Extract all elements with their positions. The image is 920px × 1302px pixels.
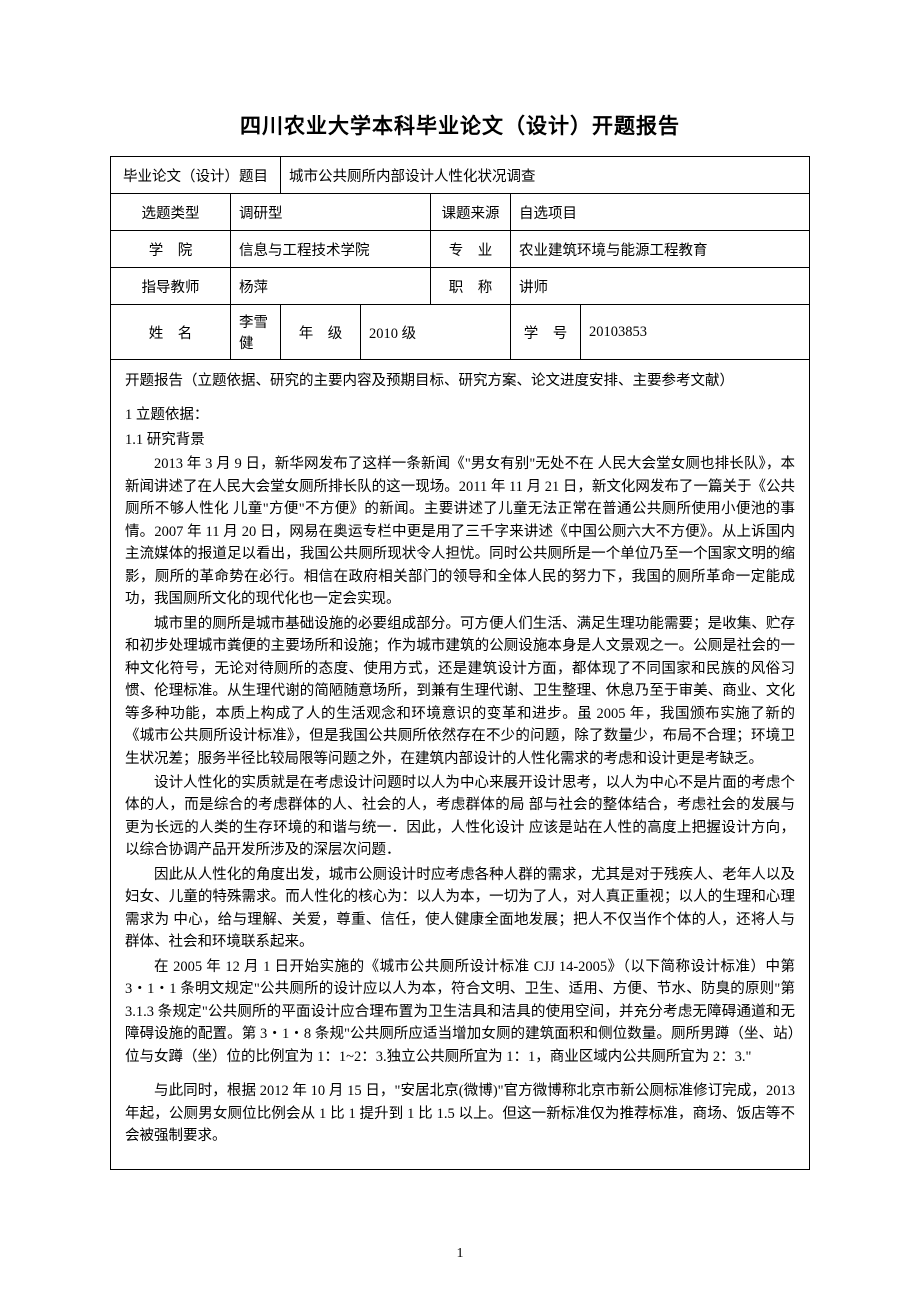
thesis-title-label: 毕业论文（设计）题目	[111, 157, 281, 194]
meta-table: 毕业论文（设计）题目 城市公共厕所内部设计人性化状况调查 选题类型 调研型 课题…	[110, 156, 810, 1170]
body-intro: 开题报告（立题依据、研究的主要内容及预期目标、研究方案、论文进度安排、主要参考文…	[125, 370, 795, 392]
college-value: 信息与工程技术学院	[231, 231, 431, 268]
topic-type-label: 选题类型	[111, 194, 231, 231]
row-topic-source: 选题类型 调研型 课题来源 自选项目	[111, 194, 810, 231]
sid-label: 学 号	[511, 305, 581, 360]
jobtitle-value: 讲师	[511, 268, 810, 305]
row-name-grade-sid: 姓 名 李雪健 年 级 2010 级 学 号 20103853	[111, 305, 810, 360]
grade-label: 年 级	[281, 305, 361, 360]
para-4: 因此从人性化的角度出发，城市公厕设计时应考虑各种人群的需求，尤其是对于残疾人、老…	[125, 864, 795, 954]
name-value: 李雪健	[231, 305, 281, 360]
row-body: 开题报告（立题依据、研究的主要内容及预期目标、研究方案、论文进度安排、主要参考文…	[111, 360, 810, 1170]
grade-value: 2010 级	[361, 305, 511, 360]
college-label: 学 院	[111, 231, 231, 268]
body-content: 开题报告（立题依据、研究的主要内容及预期目标、研究方案、论文进度安排、主要参考文…	[125, 370, 795, 1147]
para-3: 设计人性化的实质就是在考虑设计问题时以人为中心来展开设计思考，以人为中心不是片面…	[125, 772, 795, 862]
page-title: 四川农业大学本科毕业论文（设计）开题报告	[110, 110, 810, 140]
para-5: 在 2005 年 12 月 1 日开始实施的《城市公共厕所设计标准 CJJ 14…	[125, 956, 795, 1068]
major-label: 专 业	[431, 231, 511, 268]
major-value: 农业建筑环境与能源工程教育	[511, 231, 810, 268]
spacer	[125, 394, 795, 404]
page-number: 1	[0, 1246, 920, 1262]
row-college-major: 学 院 信息与工程技术学院 专 业 农业建筑环境与能源工程教育	[111, 231, 810, 268]
heading-1: 1 立题依据：	[125, 404, 795, 426]
thesis-title-value: 城市公共厕所内部设计人性化状况调查	[281, 157, 810, 194]
spacer	[125, 1070, 795, 1080]
para-2: 城市里的厕所是城市基础设施的必要组成部分。可方便人们生活、满足生理功能需要；是收…	[125, 613, 795, 770]
heading-1-1: 1.1 研究背景	[125, 429, 795, 451]
page-container: 四川农业大学本科毕业论文（设计）开题报告 毕业论文（设计）题目 城市公共厕所内部…	[0, 0, 920, 1302]
sid-value: 20103853	[581, 305, 810, 360]
advisor-label: 指导教师	[111, 268, 231, 305]
row-advisor-title: 指导教师 杨萍 职 称 讲师	[111, 268, 810, 305]
name-label: 姓 名	[111, 305, 231, 360]
jobtitle-label: 职 称	[431, 268, 511, 305]
para-1: 2013 年 3 月 9 日，新华网发布了这样一条新闻《"男女有别"无处不在 人…	[125, 453, 795, 610]
source-value: 自选项目	[511, 194, 810, 231]
row-thesis-title: 毕业论文（设计）题目 城市公共厕所内部设计人性化状况调查	[111, 157, 810, 194]
body-cell: 开题报告（立题依据、研究的主要内容及预期目标、研究方案、论文进度安排、主要参考文…	[111, 360, 810, 1170]
source-label: 课题来源	[431, 194, 511, 231]
topic-type-value: 调研型	[231, 194, 431, 231]
advisor-value: 杨萍	[231, 268, 431, 305]
para-6: 与此同时，根据 2012 年 10 月 15 日，"安居北京(微博)"官方微博称…	[125, 1080, 795, 1147]
